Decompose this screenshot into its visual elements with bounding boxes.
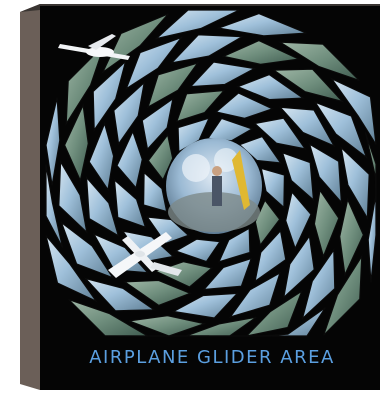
spiral-tile [254,229,287,283]
spiral-tile [68,299,150,337]
spiral-tile [45,97,61,186]
center-disc-figure [166,138,262,234]
spiral-tile [329,77,377,145]
spiral-tile [174,238,221,263]
spiral-tile [45,164,64,248]
spiral-tile [175,89,226,123]
spiral-tile [216,12,307,37]
spiral-tile [154,9,240,40]
spiral-photo-tiles [45,9,377,337]
spiral-tile [65,44,105,126]
spiral-tile [313,101,368,160]
spiral-tile [171,292,239,319]
spiral-tile [272,68,345,103]
caption-text: AIRPLANE GLIDER AREA [89,347,335,368]
spiral-tile [113,81,146,146]
spiral-tile [147,133,174,181]
airplane-icon [108,232,182,278]
spiral-tile [313,188,340,259]
spiral-tile [339,197,365,277]
spiral-tile [170,34,245,64]
spiral-tile [142,171,168,213]
spiral-tile [214,92,275,119]
spiral-tile [278,41,360,81]
spiral-tile [189,61,257,88]
spiral-tile [83,277,156,312]
spiral-tile [63,103,89,183]
spiral-tile [308,142,343,205]
spiral-tile [125,36,184,91]
spiral-tile [88,121,115,192]
spiral-tile [323,254,363,336]
spiral-tile [85,175,120,238]
spiral-tile [123,279,192,307]
spiral-tile [141,97,174,151]
spiral-tile [92,59,127,132]
spiral-tile [60,220,115,279]
spiral-tile [146,216,190,245]
spiral-tile [282,234,315,299]
spiral-tile [228,271,281,319]
spiral-tile [238,135,282,164]
spiral-tile [285,190,312,251]
glider-plane-icon [58,34,130,60]
spiral-tile [128,315,207,337]
spiral-tile [221,39,301,65]
spiral-tile [45,235,99,303]
spiral-tile [260,167,286,209]
spiral-tile [113,178,147,229]
spiral-tile [367,194,377,283]
spiral-tile [301,248,336,321]
spiral-tile [116,129,143,190]
spiral-tile [281,151,315,202]
spiral-tile [253,117,307,150]
spiral-tile [147,61,200,109]
spiral-tile [278,106,336,148]
spiral-tile [217,227,251,263]
spiral-tile [202,257,253,291]
canvas-side [20,4,40,390]
spiral-tile [58,159,88,234]
spiral-tile [236,73,305,101]
spiral-tile [340,146,370,221]
